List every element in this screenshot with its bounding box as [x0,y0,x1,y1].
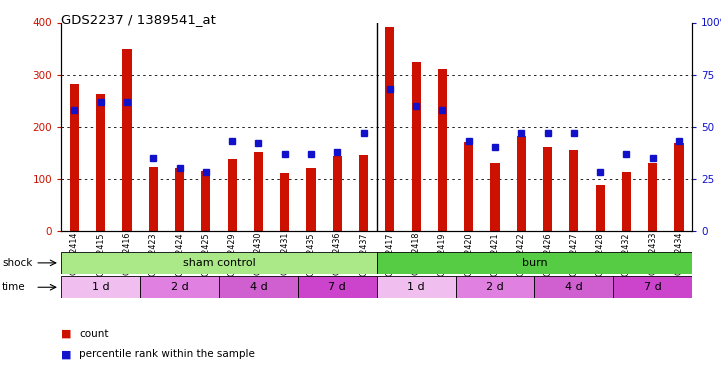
Bar [376,252,692,274]
Bar [228,159,236,231]
Bar [254,152,263,231]
Text: 4 d: 4 d [249,282,267,292]
Bar [543,147,552,231]
Text: shock: shock [2,258,32,268]
Bar [149,167,158,231]
Text: sham control: sham control [182,258,255,268]
Bar [61,252,377,274]
Bar [517,136,526,231]
Bar [70,84,79,231]
Text: count: count [79,329,109,339]
Bar [456,276,534,298]
Bar [61,276,140,298]
Bar [175,168,184,231]
Bar [596,185,605,231]
Text: time: time [2,282,26,292]
Bar [359,155,368,231]
Bar [201,171,211,231]
Bar [298,276,376,298]
Bar [674,143,684,231]
Text: GDS2237 / 1389541_at: GDS2237 / 1389541_at [61,13,216,26]
Bar [648,163,658,231]
Bar [412,62,421,231]
Text: ■: ■ [61,350,72,359]
Bar [570,150,578,231]
Bar [534,276,614,298]
Text: 4 d: 4 d [565,282,583,292]
Text: 1 d: 1 d [92,282,110,292]
Bar [376,276,456,298]
Bar [140,276,219,298]
Text: 2 d: 2 d [486,282,504,292]
Bar [123,48,132,231]
Bar [280,173,289,231]
Text: 7 d: 7 d [329,282,346,292]
Text: 1 d: 1 d [407,282,425,292]
Bar [622,172,631,231]
Bar [219,276,298,298]
Bar [332,156,342,231]
Bar [385,27,394,231]
Bar [96,94,105,231]
Text: percentile rank within the sample: percentile rank within the sample [79,350,255,359]
Bar [306,168,316,231]
Bar [464,142,473,231]
Bar [490,163,500,231]
Text: 2 d: 2 d [171,282,188,292]
Text: ■: ■ [61,329,72,339]
Bar [438,69,447,231]
Text: burn: burn [521,258,547,268]
Bar [614,276,692,298]
Text: 7 d: 7 d [644,282,662,292]
